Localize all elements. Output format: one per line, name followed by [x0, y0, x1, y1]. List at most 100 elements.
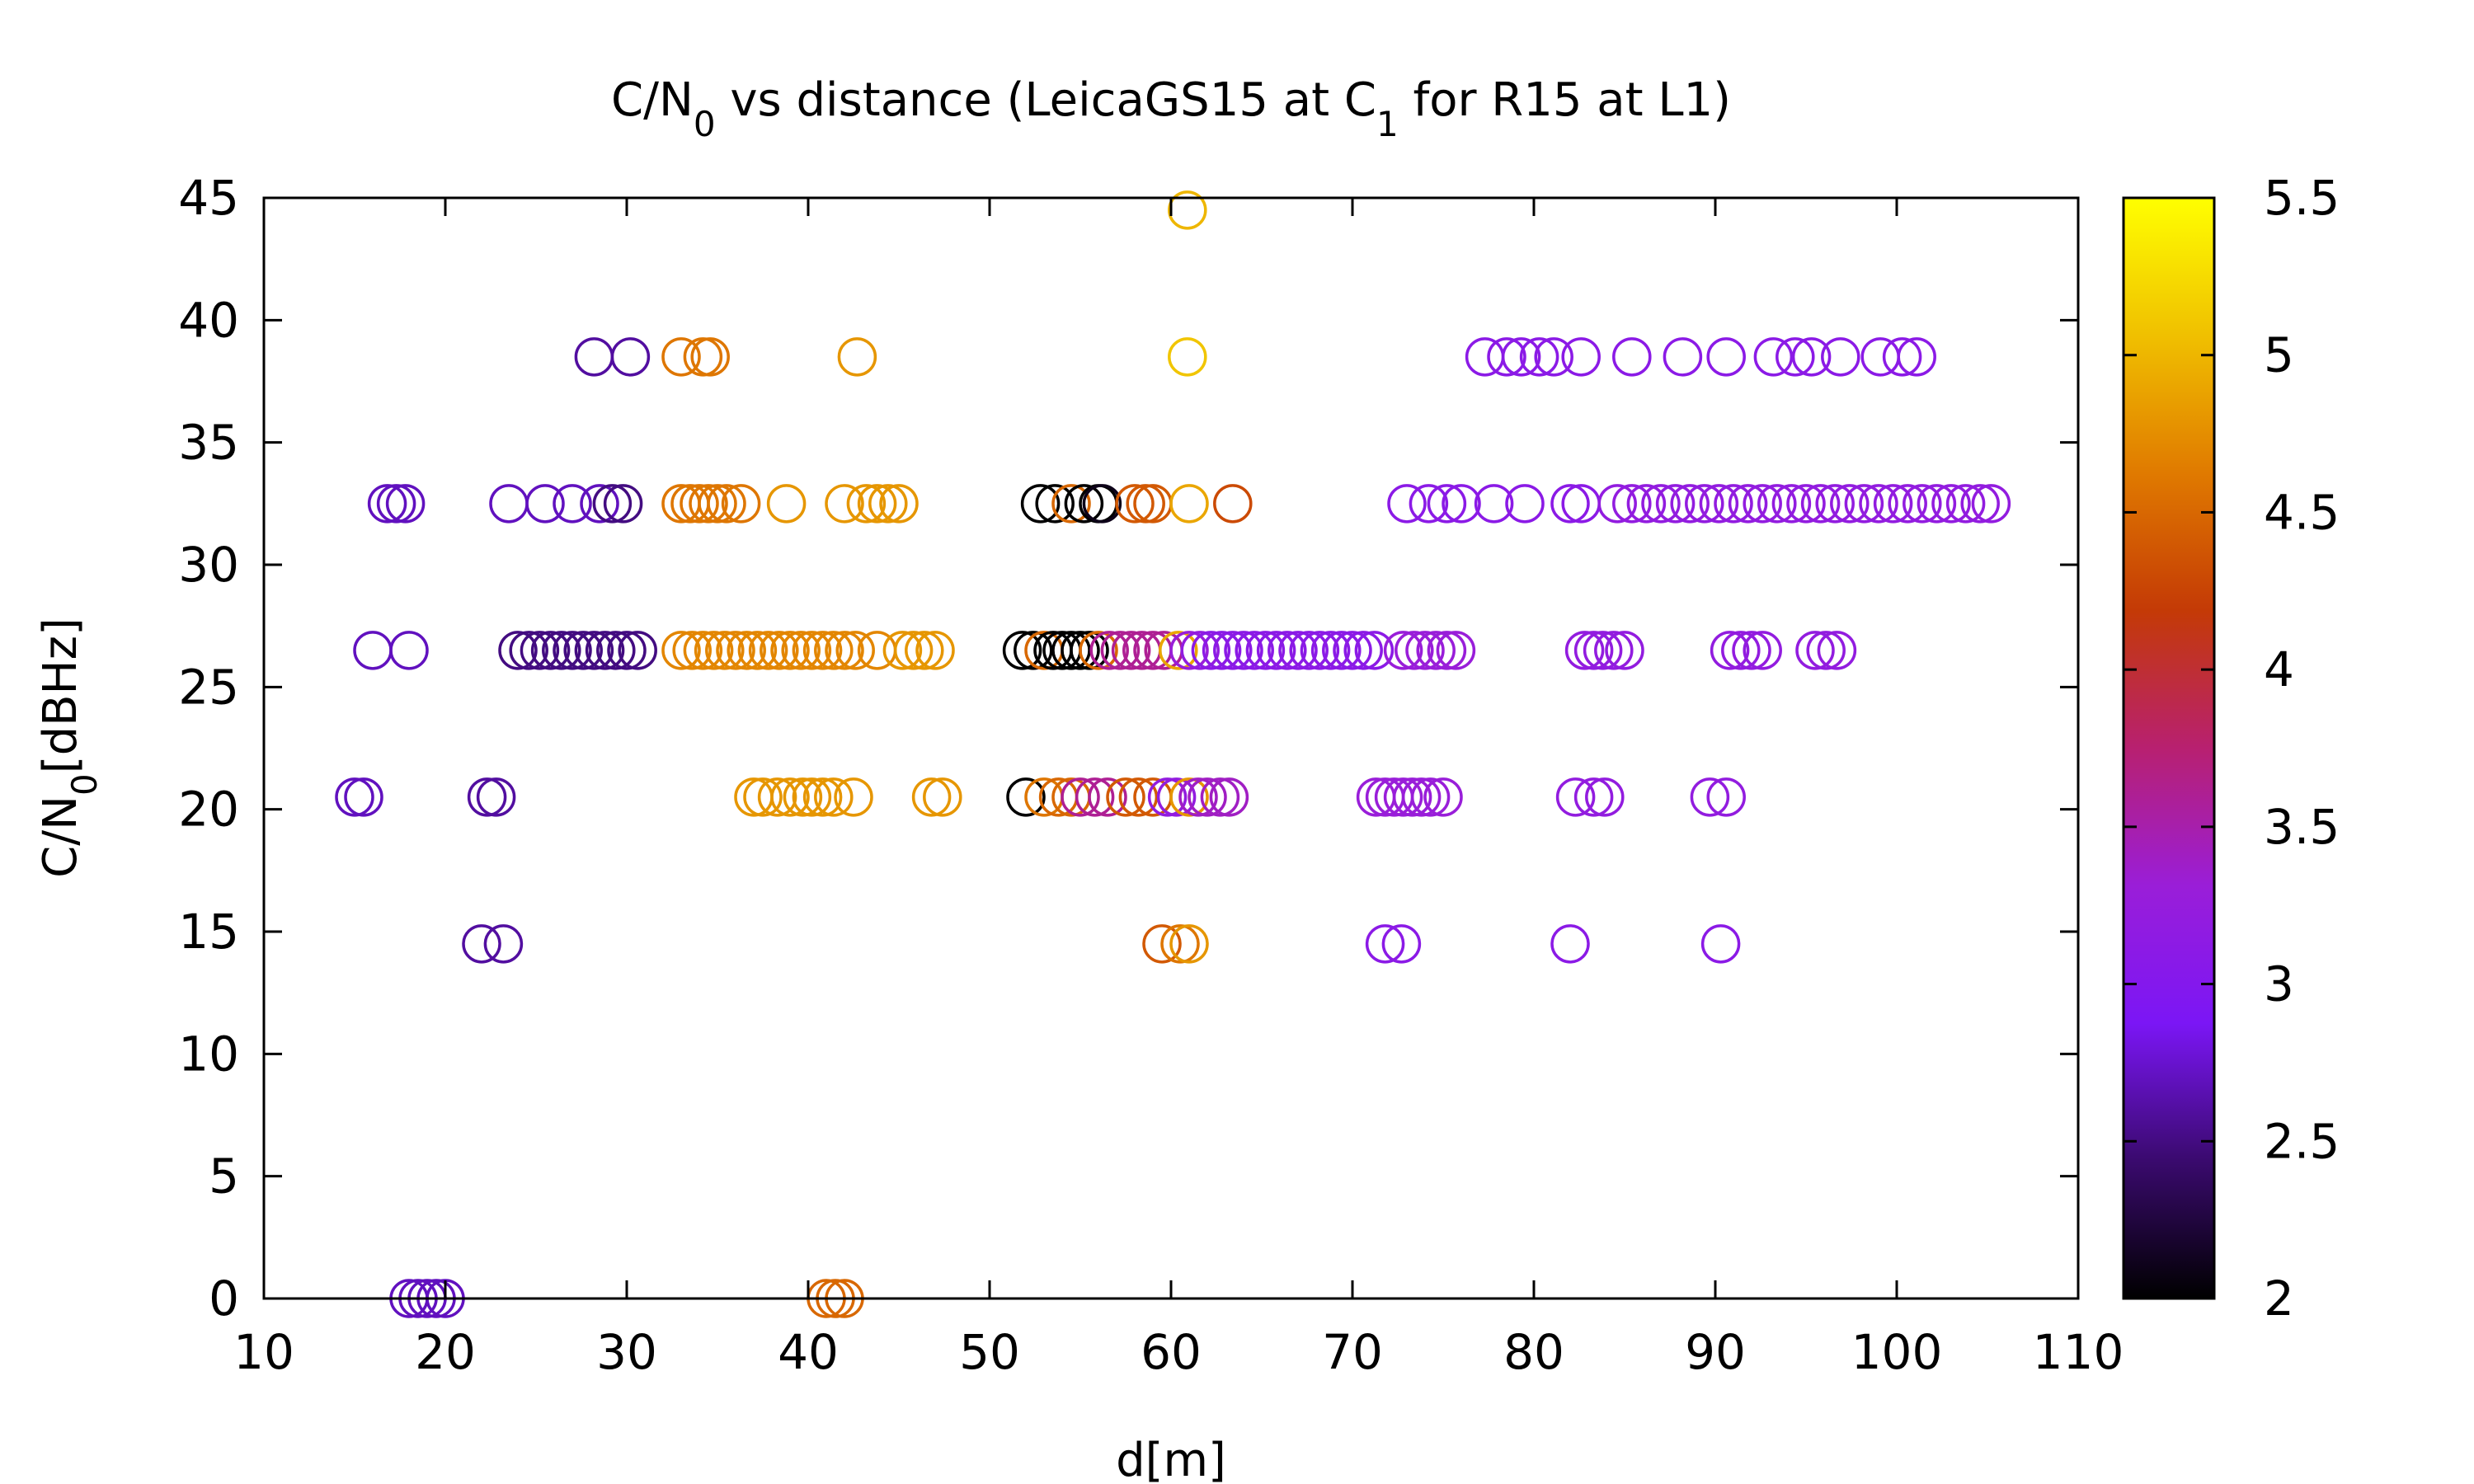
data-point [1474, 484, 1514, 524]
colorbar-tick-label: 2 [2264, 1270, 2294, 1327]
y-tick-label: 0 [209, 1270, 239, 1327]
data-point [1882, 337, 1922, 377]
data-point [1064, 484, 1104, 524]
data-point [661, 337, 701, 377]
data-point [462, 924, 501, 964]
data-point [1714, 484, 1753, 524]
data-point [689, 484, 728, 524]
data-point [905, 631, 944, 670]
data-point [1903, 484, 1942, 524]
data-point [1685, 484, 1724, 524]
data-point [694, 631, 734, 670]
data-point [483, 924, 524, 964]
data-point [1844, 484, 1884, 524]
data-point [835, 631, 875, 670]
data-point [596, 631, 636, 670]
colorbar-tick-label: 5 [2264, 327, 2294, 383]
data-point [1410, 777, 1451, 817]
data-point [1224, 631, 1263, 670]
data-point [1753, 337, 1794, 377]
data-point [770, 631, 810, 670]
data-point [1278, 631, 1318, 670]
data-point [1550, 484, 1590, 524]
data-point [680, 484, 719, 524]
data-point [672, 631, 712, 670]
data-point [509, 631, 548, 670]
data-point [1213, 484, 1253, 524]
data-point [1156, 777, 1197, 817]
data-point [1191, 631, 1231, 670]
data-point [1427, 631, 1467, 670]
data-point [618, 631, 657, 670]
data-point [1169, 631, 1209, 670]
data-point [1245, 631, 1286, 670]
data-point [814, 631, 854, 670]
data-point [1202, 631, 1242, 670]
data-point [1051, 631, 1091, 670]
data-point [467, 777, 507, 817]
data-point [1106, 777, 1145, 817]
data-point [1020, 484, 1061, 524]
data-point [882, 631, 923, 670]
y-tick-label: 35 [178, 415, 239, 471]
data-point [1213, 631, 1253, 670]
data-point [783, 777, 823, 817]
data-point [592, 484, 633, 524]
data-point [1706, 777, 1746, 817]
data-point [1573, 631, 1614, 670]
y-tick-label: 25 [178, 659, 239, 715]
data-point [1405, 631, 1445, 670]
data-point [585, 631, 625, 670]
x-tick-label: 110 [2033, 1324, 2124, 1380]
data-point [1256, 631, 1296, 670]
data-point [389, 631, 429, 670]
data-point [1002, 631, 1042, 670]
colorbar-frame [2122, 196, 2216, 1300]
data-point [607, 631, 647, 670]
data-point [1383, 777, 1423, 817]
data-point [1710, 631, 1750, 670]
plot-marks [335, 190, 2011, 1318]
data-point [1721, 631, 1761, 670]
data-point [1597, 484, 1637, 524]
data-point [1169, 777, 1209, 817]
data-point [748, 631, 788, 670]
data-point [792, 631, 832, 670]
data-point [1427, 484, 1467, 524]
y-axis: 0 5 10 15 20 25 30 35 40 45 [178, 170, 2078, 1327]
data-point [1505, 484, 1545, 524]
data-point [1690, 777, 1730, 817]
x-axis: 10 20 30 40 50 60 70 80 90 100 110 [233, 198, 2124, 1380]
data-point [1776, 337, 1815, 377]
data-point [1111, 631, 1151, 670]
data-point [766, 484, 807, 524]
colorbar-tick-label: 2.5 [2264, 1113, 2340, 1169]
data-point [476, 777, 516, 817]
data-point [1795, 631, 1835, 670]
colorbar-tick-label: 5.5 [2264, 170, 2340, 226]
x-tick-label: 30 [596, 1324, 657, 1380]
data-point [1873, 484, 1913, 524]
data-point [1142, 924, 1182, 964]
data-point [1732, 631, 1771, 670]
data-point [825, 631, 864, 670]
x-tick-label: 100 [1851, 1324, 1943, 1380]
data-point [802, 777, 843, 817]
x-tick-label: 80 [1503, 1324, 1564, 1380]
data-point [1670, 484, 1710, 524]
x-tick-label: 60 [1141, 1324, 1202, 1380]
data-point [1118, 777, 1159, 817]
x-axis-label: d[m] [1116, 1434, 1226, 1484]
data-point [683, 631, 723, 670]
data-point [1423, 777, 1463, 817]
data-point [1700, 924, 1741, 964]
y-tick-label: 45 [178, 170, 239, 226]
data-point [721, 484, 761, 524]
y-tick-label: 5 [209, 1148, 239, 1205]
data-point [737, 631, 778, 670]
data-point [1401, 777, 1442, 817]
data-point [760, 631, 799, 670]
data-point [1178, 777, 1218, 817]
data-point [911, 777, 952, 817]
